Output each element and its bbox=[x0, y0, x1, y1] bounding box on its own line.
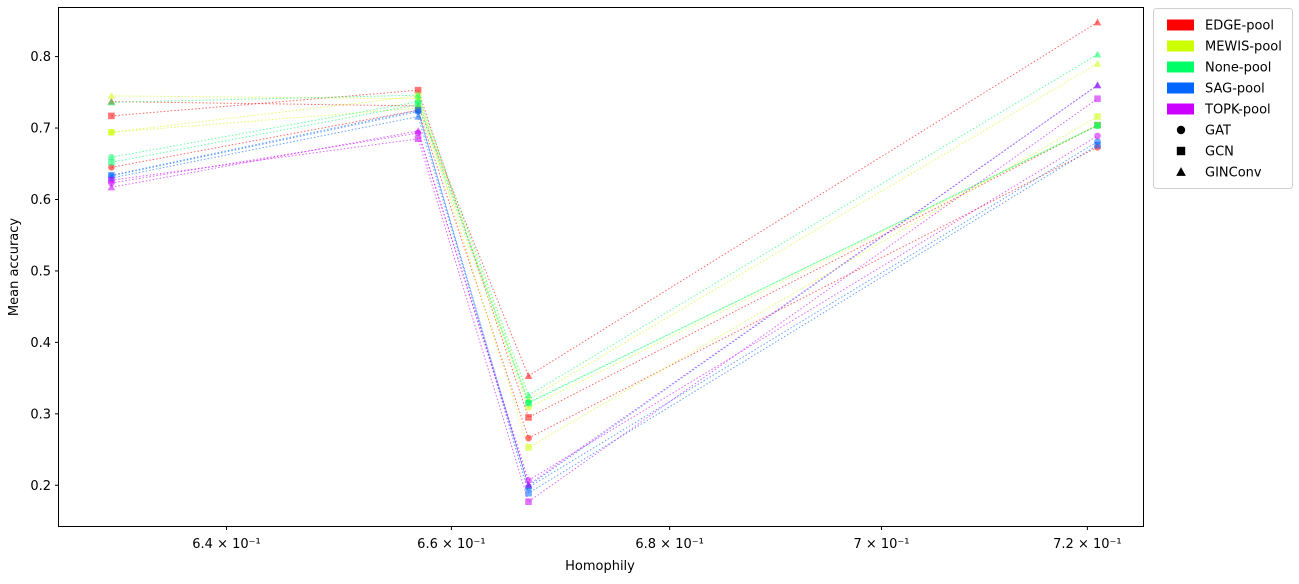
legend-label-edge-pool: EDGE-pool bbox=[1205, 19, 1274, 34]
data-point-edge-pool-gat-3 bbox=[525, 434, 532, 442]
data-point-none-pool-gcn-1 bbox=[108, 159, 115, 166]
series-line-sag-pool-gat bbox=[111, 111, 1098, 489]
data-point-topk-pool-ginconv-3 bbox=[524, 480, 533, 488]
x-tick-label: 7 × 10⁻¹ bbox=[853, 537, 909, 552]
x-axis-label: Homophily bbox=[565, 559, 635, 574]
legend-marker-ginconv bbox=[1176, 167, 1186, 176]
data-point-topk-pool-gcn-4 bbox=[1094, 95, 1101, 103]
data-point-sag-pool-ginconv-2 bbox=[414, 112, 422, 120]
data-point-topk-pool-gcn-1 bbox=[108, 176, 115, 184]
series-line-topk-pool-gat bbox=[111, 132, 1098, 482]
data-point-edge-pool-gcn-1 bbox=[108, 112, 115, 120]
y-axis: 0.2 0.3 0.4 0.5 0.6 0.7 0.8 bbox=[30, 50, 59, 494]
x-tick-label: 6.4 × 10⁻¹ bbox=[192, 537, 260, 552]
y-tick-label: 0.7 bbox=[30, 122, 51, 137]
data-point-mewis-pool-gcn-3 bbox=[525, 444, 532, 451]
data-point-none-pool-ginconv-1 bbox=[107, 98, 116, 106]
x-tick-label: 6.6 × 10⁻¹ bbox=[417, 537, 485, 552]
legend: EDGE-pool MEWIS-pool None-pool SAG-pool TOPK… bbox=[1153, 8, 1293, 189]
data-point-sag-pool-gcn-2 bbox=[414, 106, 422, 114]
data-point-edge-pool-gcn-2 bbox=[414, 86, 422, 94]
data-point-mewis-pool-ginconv-4 bbox=[1093, 59, 1102, 67]
data-point-topk-pool-ginconv-4 bbox=[1093, 81, 1102, 89]
legend-label-mewis-pool: MEWIS-pool bbox=[1205, 40, 1282, 55]
y-tick-label: 0.4 bbox=[30, 336, 51, 351]
x-axis: 6.4 × 10⁻¹ 6.6 × 10⁻¹ 6.8 × 10⁻¹ 7 × 10⁻¹ 7.… bbox=[192, 526, 1122, 552]
plot-area bbox=[107, 18, 1102, 506]
y-tick-label: 0.5 bbox=[30, 264, 51, 279]
series-line-edge-pool-gat bbox=[111, 109, 1098, 439]
series-line-edge-pool-gcn bbox=[111, 89, 1098, 419]
data-point-topk-pool-gat-4 bbox=[1094, 132, 1101, 140]
y-tick-label: 0.8 bbox=[30, 50, 51, 65]
legend-swatch-sag-pool bbox=[1167, 82, 1194, 94]
legend-label-gat: GAT bbox=[1205, 124, 1231, 139]
legend-label-ginconv: GINConv bbox=[1205, 166, 1262, 181]
x-tick-label: 7.2 × 10⁻¹ bbox=[1053, 537, 1121, 552]
series-line-sag-pool-gcn bbox=[111, 109, 1098, 494]
data-point-edge-pool-gcn-3 bbox=[525, 414, 532, 421]
data-point-topk-pool-ginconv-2 bbox=[414, 127, 422, 134]
y-tick-label: 0.6 bbox=[30, 193, 51, 208]
legend-label-sag-pool: SAG-pool bbox=[1205, 82, 1265, 97]
legend-frame bbox=[1153, 8, 1293, 189]
series-line-edge-pool-ginconv bbox=[111, 21, 1098, 377]
series-line-none-pool-ginconv bbox=[111, 53, 1098, 396]
data-point-mewis-pool-gcn-1 bbox=[108, 129, 115, 136]
series-line-none-pool-gat bbox=[111, 101, 1098, 404]
data-point-edge-pool-gat-1 bbox=[108, 164, 115, 171]
data-point-none-pool-gcn-2 bbox=[414, 101, 422, 108]
data-point-edge-pool-ginconv-3 bbox=[524, 372, 533, 379]
data-point-sag-pool-gcn-4 bbox=[1094, 141, 1101, 149]
series-line-topk-pool-gcn bbox=[111, 98, 1098, 503]
legend-label-none-pool: None-pool bbox=[1205, 61, 1271, 76]
legend-swatch-topk-pool bbox=[1167, 103, 1194, 115]
series-line-none-pool-gcn bbox=[111, 103, 1098, 404]
data-point-edge-pool-ginconv-4 bbox=[1093, 18, 1102, 26]
series-line-topk-pool-ginconv bbox=[111, 84, 1098, 486]
y-tick-label: 0.2 bbox=[30, 479, 51, 494]
legend-label-topk-pool: TOPK-pool bbox=[1204, 103, 1271, 118]
legend-swatch-none-pool bbox=[1167, 61, 1194, 73]
axes-frame bbox=[58, 7, 1144, 527]
data-point-sag-pool-gcn-3 bbox=[525, 489, 532, 497]
series-line-mewis-pool-gat bbox=[111, 107, 1098, 409]
data-point-none-pool-gat-1 bbox=[108, 154, 115, 161]
legend-label-gcn: GCN bbox=[1205, 145, 1234, 160]
data-point-topk-pool-ginconv-1 bbox=[107, 183, 116, 191]
data-point-mewis-pool-gcn-4 bbox=[1094, 113, 1101, 120]
y-axis-label: Mean accuracy bbox=[7, 218, 22, 317]
legend-swatch-edge-pool bbox=[1167, 19, 1194, 31]
data-point-topk-pool-gcn-2 bbox=[414, 135, 422, 143]
data-point-none-pool-ginconv-2 bbox=[414, 91, 422, 99]
data-point-none-pool-gcn-3 bbox=[525, 399, 532, 407]
data-point-none-pool-gcn-4 bbox=[1094, 121, 1101, 129]
data-point-mewis-pool-ginconv-1 bbox=[107, 92, 116, 99]
data-point-none-pool-ginconv-3 bbox=[524, 391, 533, 399]
legend-marker-gcn bbox=[1176, 146, 1186, 156]
data-point-none-pool-ginconv-4 bbox=[1093, 50, 1102, 58]
data-point-topk-pool-gcn-3 bbox=[525, 498, 532, 506]
series-line-mewis-pool-gcn bbox=[111, 95, 1098, 449]
y-tick-label: 0.3 bbox=[30, 407, 51, 422]
series-line-mewis-pool-ginconv bbox=[111, 63, 1098, 401]
x-tick-label: 6.8 × 10⁻¹ bbox=[635, 537, 703, 552]
legend-marker-gat bbox=[1176, 125, 1186, 135]
legend-swatch-mewis-pool bbox=[1167, 40, 1194, 52]
